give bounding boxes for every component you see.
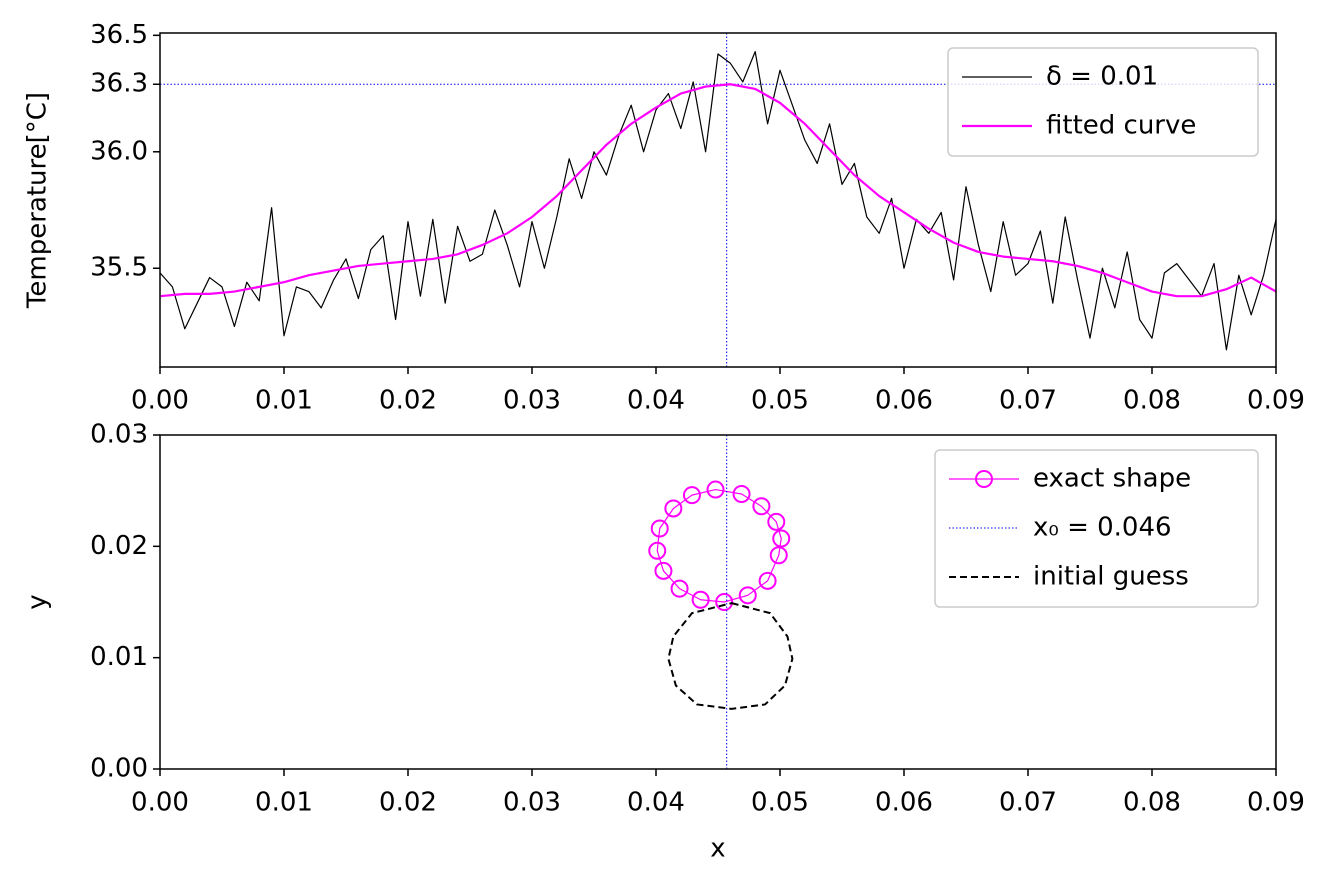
marker: [738, 586, 757, 605]
legend-label: exact shape: [1033, 464, 1191, 494]
x-tick-label: 0.00: [131, 788, 189, 818]
legend-label: initial guess: [1033, 562, 1189, 592]
x-tick-label: 0.07: [999, 788, 1057, 818]
marker: [767, 512, 786, 531]
x-tick-label: 0.04: [627, 386, 685, 416]
x-axis-label: x: [710, 834, 725, 864]
x-tick-label: 0.00: [131, 386, 189, 416]
marker: [706, 480, 725, 499]
x-tick-label: 0.02: [379, 788, 437, 818]
y-tick-label: 36.0: [90, 136, 148, 166]
y-tick-label: 0.00: [90, 754, 148, 784]
axes-frame: [159, 434, 1277, 770]
y-tick-label: 35.5: [90, 253, 148, 283]
x-tick-label: 0.04: [627, 788, 685, 818]
x-tick-label: 0.09: [1247, 386, 1305, 416]
legend-label: δ = 0.01: [1046, 62, 1158, 92]
x-tick-label: 0.05: [751, 788, 809, 818]
series-line: [667, 602, 794, 710]
y-tick-label: 36.3: [90, 69, 148, 99]
marker: [691, 590, 710, 609]
x-tick-label: 0.05: [751, 386, 809, 416]
legend-box: [934, 449, 1259, 608]
series-line: [160, 51, 1276, 351]
x-tick-label: 0.02: [379, 386, 437, 416]
y-axis-label: Temperature[°C]: [23, 92, 53, 309]
axes-frame: [159, 32, 1277, 368]
legend-marker: [975, 470, 993, 488]
marker: [758, 571, 777, 590]
y-axis-label: y: [23, 594, 53, 609]
y-tick-label: 0.03: [90, 420, 148, 450]
x-tick-label: 0.01: [255, 386, 313, 416]
x-tick-label: 0.01: [255, 788, 313, 818]
x-tick-label: 0.06: [875, 788, 933, 818]
legend: exact shape x₀ = 0.046 initial guess: [934, 449, 1259, 608]
x-tick-label: 0.03: [503, 788, 561, 818]
axes: 0.00 0.01 0.02 0.03 0.04 0.05 0.06 0.07 0.08 0.09…: [23, 20, 1305, 416]
marker: [654, 561, 673, 580]
x-tick-label: 0.08: [1123, 386, 1181, 416]
legend-label: x₀ = 0.046: [1033, 513, 1172, 543]
axes: 0.00 0.01 0.02 0.03 0.04 0.05 0.06 0.07 0.08 0.09…: [23, 420, 1305, 864]
marker: [648, 541, 667, 560]
marker: [715, 593, 734, 611]
legend-label: fitted curve: [1046, 111, 1196, 141]
y-tick-label: 0.02: [90, 531, 148, 561]
marker: [772, 529, 791, 548]
x-tick-label: 0.08: [1123, 788, 1181, 818]
marker: [682, 486, 701, 505]
marker: [650, 519, 669, 538]
y-tick-label: 36.5: [90, 20, 148, 50]
series-line: [656, 488, 782, 603]
x-tick-label: 0.09: [1247, 788, 1305, 818]
x-tick-label: 0.06: [875, 386, 933, 416]
x-tick-label: 0.07: [999, 386, 1057, 416]
marker: [732, 485, 751, 504]
plot-area: [160, 33, 1276, 367]
y-tick-label: 0.01: [90, 642, 148, 672]
marker: [769, 546, 788, 565]
legend-box: [947, 47, 1259, 157]
x-tick-label: 0.03: [503, 386, 561, 416]
legend: δ = 0.01 fitted curve: [947, 47, 1259, 157]
marker: [664, 499, 683, 518]
series-line: [160, 83, 1276, 298]
plot-area: [648, 435, 794, 769]
marker: [752, 497, 771, 516]
marker: [670, 579, 689, 598]
